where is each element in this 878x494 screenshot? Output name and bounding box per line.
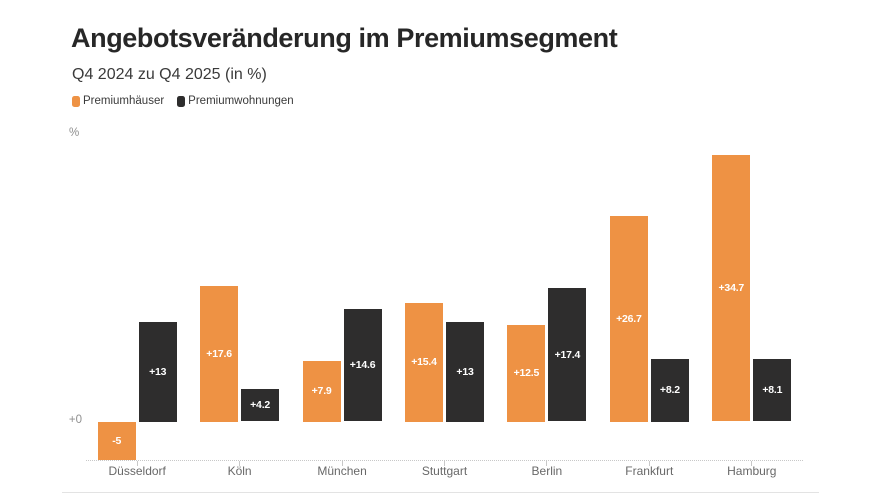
x-axis-tick (136, 461, 138, 466)
bar-premiumhauser-koln: +17.6 (200, 286, 239, 422)
legend-label: Premiumwohnungen (188, 95, 294, 107)
bar-premiumwohnungen-stuttgart: +13 (446, 321, 484, 422)
bar-value-label: +8.2 (659, 384, 680, 397)
bar-value-label: +13 (149, 365, 167, 378)
bottom-divider-line (62, 492, 819, 493)
legend-item-premiumhauser: Premiumhäuser (72, 95, 164, 107)
x-axis-tick (239, 461, 241, 466)
bar-premiumwohnungen-koln: +4.2 (241, 389, 280, 422)
bar-premiumhauser-berlin: +12.5 (507, 325, 546, 422)
bar-premiumhauser-hamburg: +34.7 (712, 154, 751, 422)
legend-label: Premiumhäuser (83, 95, 165, 107)
bar-premiumwohnungen-hamburg: +8.1 (753, 359, 792, 422)
x-axis-label-frankfurt: Frankfurt (625, 464, 674, 478)
x-axis-tick (648, 461, 650, 466)
x-axis-tick (444, 461, 445, 466)
legend: Premiumhäuser Premiumwohnungen (72, 95, 294, 107)
bar-premiumwohnungen-berlin: +17.4 (548, 287, 587, 422)
bar-value-label: +17.4 (554, 348, 581, 361)
bar-value-label: +13 (456, 365, 474, 378)
chart-title: Angebotsveränderung im Premiumsegment (71, 23, 618, 53)
x-axis-label-dusseldorf: Düsseldorf (108, 464, 166, 478)
bar-premiumwohnungen-frankfurt: +8.2 (650, 358, 689, 422)
bar-value-label: +34.7 (718, 282, 745, 295)
bar-premiumwohnungen-munchen: +14.6 (343, 309, 382, 422)
bar-value-label: +7.9 (311, 385, 332, 398)
x-axis-label-stuttgart: Stuttgart (421, 464, 468, 478)
x-axis-tick (341, 461, 343, 466)
chart-subtitle: Q4 2024 zu Q4 2025 (in %) (72, 66, 267, 83)
bar-premiumhauser-munchen: +7.9 (302, 360, 341, 422)
y-axis-zero-label: +0 (68, 414, 82, 426)
bar-value-label: +17.6 (206, 347, 232, 360)
bar-premiumhauser-dusseldorf: -5 (97, 421, 136, 460)
bar-value-label: +4.2 (250, 399, 271, 412)
plot-area: -5 +13 +17.6 +4.2 +7.9 +14.6 +15.4 +13 +12.5 +17.… (86, 140, 803, 466)
bar-value-label: +12.5 (513, 367, 540, 380)
x-axis-label-munchen: München (317, 464, 367, 478)
bar-premiumhauser-stuttgart: +15.4 (405, 303, 443, 422)
legend-swatch-icon (72, 95, 80, 107)
bar-value-label: +26.7 (616, 312, 642, 325)
x-axis-tick (751, 461, 753, 466)
bar-premiumhauser-frankfurt: +26.7 (609, 216, 648, 422)
bar-premiumwohnungen-dusseldorf: +13 (138, 321, 177, 422)
y-axis-unit-label: % (69, 127, 80, 139)
x-axis-label-koln: Köln (227, 464, 252, 478)
bar-value-label: -5 (112, 434, 122, 447)
legend-item-premiumwohnungen: Premiumwohnungen (177, 95, 294, 107)
legend-swatch-icon (177, 95, 186, 107)
bar-value-label: +8.1 (762, 384, 783, 397)
bar-value-label: +15.4 (411, 356, 437, 369)
bar-value-label: +14.6 (349, 359, 376, 372)
x-axis-label-berlin: Berlin (531, 464, 563, 478)
x-axis-tick (546, 461, 548, 466)
x-axis-label-hamburg: Hamburg (727, 464, 777, 478)
x-axis-labels: Düsseldorf Köln München Stuttgart Berlin Fran… (86, 464, 803, 480)
